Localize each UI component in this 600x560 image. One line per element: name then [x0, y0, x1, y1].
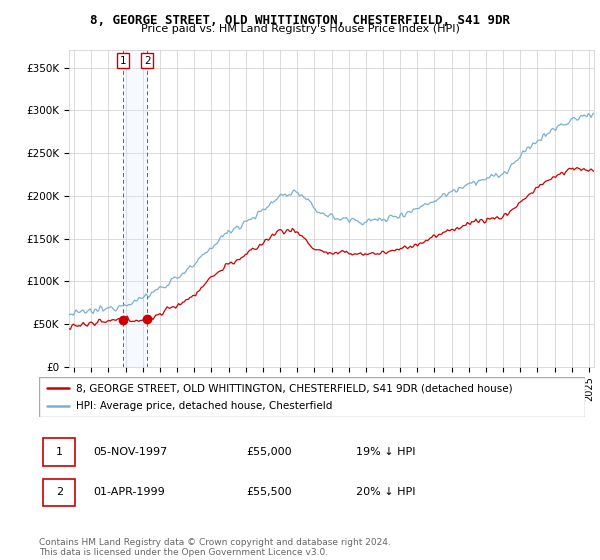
- Text: 19% ↓ HPI: 19% ↓ HPI: [356, 447, 415, 457]
- Text: Price paid vs. HM Land Registry's House Price Index (HPI): Price paid vs. HM Land Registry's House …: [140, 24, 460, 34]
- Text: 20% ↓ HPI: 20% ↓ HPI: [356, 487, 415, 497]
- Text: £55,000: £55,000: [247, 447, 292, 457]
- Text: 8, GEORGE STREET, OLD WHITTINGTON, CHESTERFIELD, S41 9DR (detached house): 8, GEORGE STREET, OLD WHITTINGTON, CHEST…: [76, 383, 513, 393]
- Text: 2: 2: [56, 487, 63, 497]
- FancyBboxPatch shape: [39, 377, 585, 417]
- Text: Contains HM Land Registry data © Crown copyright and database right 2024.
This d: Contains HM Land Registry data © Crown c…: [39, 538, 391, 557]
- Bar: [123, 50, 147, 367]
- Text: 1: 1: [119, 55, 126, 66]
- Text: 1: 1: [56, 447, 63, 457]
- Text: 05-NOV-1997: 05-NOV-1997: [94, 447, 168, 457]
- Text: 01-APR-1999: 01-APR-1999: [94, 487, 166, 497]
- Text: HPI: Average price, detached house, Chesterfield: HPI: Average price, detached house, Ches…: [76, 401, 332, 411]
- Text: 2: 2: [144, 55, 151, 66]
- Text: £55,500: £55,500: [247, 487, 292, 497]
- FancyBboxPatch shape: [43, 438, 75, 466]
- Text: 8, GEORGE STREET, OLD WHITTINGTON, CHESTERFIELD, S41 9DR: 8, GEORGE STREET, OLD WHITTINGTON, CHEST…: [90, 14, 510, 27]
- FancyBboxPatch shape: [43, 478, 75, 506]
